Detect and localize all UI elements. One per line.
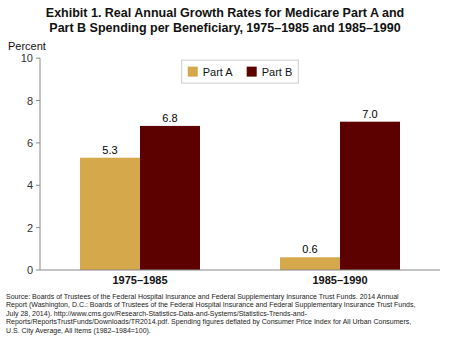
y-tick [36,142,40,143]
legend-swatch [188,67,198,77]
x-tick-label: 1975–1985 [112,274,167,286]
y-tick-label: 8 [27,95,33,107]
bar [140,126,200,270]
x-axis [40,270,440,271]
source-note: Reports/ReportsTrustFunds/Downloads/TR20… [6,318,411,326]
y-tick [36,58,40,59]
bar [340,122,400,270]
y-axis [40,58,41,270]
x-tick-label: 1985–1990 [312,274,367,286]
legend: Part A Part B [182,60,299,83]
legend-label: Part B [262,66,293,78]
bar [280,257,340,270]
title: Part B Spending per Beneficiary, 1975–19… [49,21,400,35]
legend-label: Part A [203,66,234,78]
y-tick [36,185,40,186]
y-tick [36,270,40,271]
data-label: 5.3 [102,144,117,156]
y-tick-label: 10 [21,52,33,64]
title: Exhibit 1. Real Annual Growth Rates for … [46,6,404,20]
chart: Exhibit 1. Real Annual Growth Rates for … [0,0,450,338]
legend-swatch [247,67,257,77]
data-label: 7.0 [362,108,377,120]
bars [80,122,400,270]
data-labels: 5.3 0.6 6.8 7.0 [102,108,377,256]
background [0,0,450,338]
y-tick-label: 4 [27,179,33,191]
source-note: U.S. City Average, All Items (1982–1984=… [6,327,151,335]
y-tick [36,100,40,101]
source-note: Source: Boards of Trustees of the Federa… [6,293,399,301]
y-tick-label: 0 [27,264,33,276]
y-tick [36,227,40,228]
bar [80,158,140,270]
data-label: 0.6 [302,243,317,255]
legend-frame [182,60,299,83]
y-axis-label: Percent [8,40,46,52]
y-tick-label: 6 [27,137,33,149]
y-tick-label: 2 [27,222,33,234]
source-note: Report (Washington, D.C.: Boards of Trus… [6,301,416,309]
data-label: 6.8 [162,112,177,124]
source-note: July 28, 2014). http://www.cms.gov/Resea… [6,310,308,318]
